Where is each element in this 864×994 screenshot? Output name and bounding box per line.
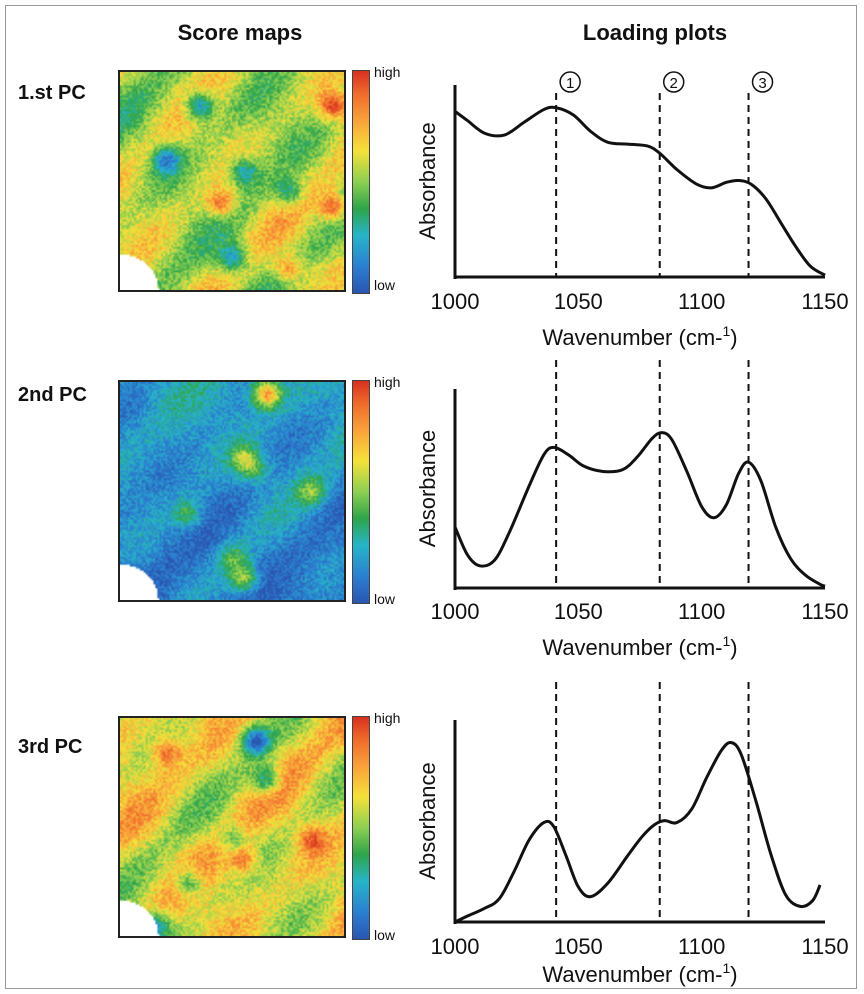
spectrum-curve	[453, 431, 826, 588]
pc2-colorbar-low: low	[374, 591, 396, 607]
pc2-colorbar-high: high	[374, 374, 401, 390]
pc1-colorbar-high: high	[374, 64, 401, 80]
x-axis-label: Wavenumber (cm-1)	[542, 323, 737, 350]
x-axis-label: Wavenumber (cm-1)	[542, 633, 737, 660]
pc2-colorbar	[352, 380, 370, 604]
spectrum-curve	[454, 741, 822, 924]
y-axis-label: Absorbance	[415, 122, 440, 239]
pc1-colorbar	[352, 70, 370, 294]
pc1-label: 1.st PC	[18, 82, 86, 104]
pc1-loading-plot: 1 2 3 1000 1050 1100 1150 Wavenumber (cm-1) Abso…	[415, 71, 849, 350]
x-tick-label: 1050	[554, 934, 603, 959]
y-axis-label: Absorbance	[415, 762, 440, 879]
pc1-score-map	[118, 70, 346, 292]
pc3-colorbar-high: high	[374, 710, 401, 726]
x-tick-label: 1150	[801, 289, 848, 314]
x-tick-label: 1150	[801, 599, 848, 624]
x-tick-label: 1050	[554, 289, 603, 314]
pc3-score-map	[118, 716, 346, 938]
pc3-colorbar-low: low	[374, 927, 396, 943]
pc2-score-map	[118, 380, 346, 602]
y-axis-label: Absorbance	[415, 430, 440, 547]
pc3-label: 3rd PC	[18, 736, 83, 758]
peak-marker-1-circle	[559, 71, 581, 93]
x-tick-label: 1000	[431, 599, 480, 624]
peak-marker-1: 1	[566, 75, 574, 92]
x-tick-label: 1050	[554, 599, 603, 624]
pc3-loading-plot: 1000 1050 1100 1150 Wavenumber (cm-1) Absorba…	[415, 682, 849, 987]
pc3-colorbar	[352, 716, 370, 940]
x-tick-label: 1100	[678, 599, 725, 624]
peak-marker-3-circle	[751, 71, 774, 93]
peak-marker-3: 3	[758, 75, 766, 92]
x-tick-label: 1000	[431, 934, 480, 959]
peak-marker-2: 2	[670, 75, 678, 92]
x-tick-label: 1000	[431, 289, 480, 314]
x-tick-label: 1150	[801, 934, 848, 959]
x-tick-label: 1100	[678, 289, 725, 314]
x-tick-label: 1100	[678, 934, 725, 959]
pc2-loading-plot: 1000 1050 1100 1150 Wavenumber (cm-1) Absorba…	[415, 360, 849, 660]
pc2-label: 2nd PC	[18, 384, 87, 406]
figure-frame	[5, 5, 857, 989]
loading-plots-header: Loading plots	[582, 20, 728, 45]
score-maps-header: Score maps	[177, 20, 303, 45]
spectrum-curve	[454, 105, 826, 277]
pc1-colorbar-low: low	[374, 277, 396, 293]
x-axis-label: Wavenumber (cm-1)	[542, 960, 737, 987]
peak-marker-2-circle	[662, 71, 685, 93]
